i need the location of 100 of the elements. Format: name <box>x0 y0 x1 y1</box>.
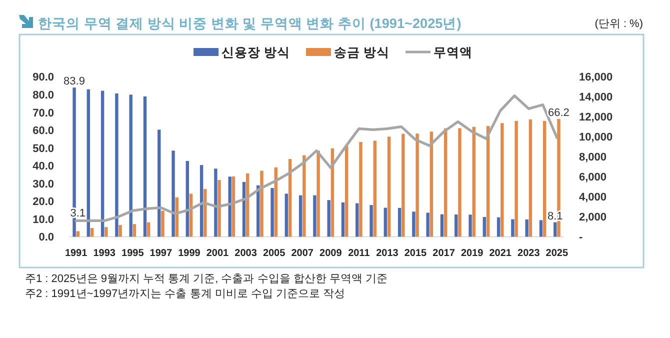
chart-title: 한국의 무역 결제 방식 비중 변화 및 무역액 변화 추이 (1991~2025년) <box>38 16 462 31</box>
bar <box>146 222 150 237</box>
y-tick-label: 60.0 <box>32 125 54 138</box>
bar <box>76 231 80 237</box>
y2-tick-label: - <box>579 232 583 244</box>
y2-tick-label: 6,000 <box>579 172 607 184</box>
bar <box>341 202 345 237</box>
bar <box>186 160 190 237</box>
bar <box>412 212 416 237</box>
bar <box>118 224 122 237</box>
bar <box>426 212 430 237</box>
bar <box>398 208 402 237</box>
x-tick-label: 2007 <box>291 248 314 259</box>
bar <box>228 176 232 237</box>
bar <box>458 128 462 237</box>
bar <box>172 150 175 237</box>
x-tick-label: 2003 <box>234 248 258 259</box>
bar <box>115 93 118 237</box>
bar <box>143 96 147 237</box>
x-tick-label: 2017 <box>432 248 456 259</box>
x-tick-label: 2011 <box>348 248 370 259</box>
legend-label: 신용장 방식 <box>222 46 290 60</box>
text: (단위 : %) <box>594 18 643 30</box>
bar <box>468 214 472 237</box>
bar <box>511 219 514 237</box>
bar <box>129 94 132 237</box>
bar <box>528 119 532 237</box>
bar <box>542 120 546 237</box>
bar <box>514 120 518 237</box>
x-tick-label: 1993 <box>93 248 116 259</box>
x-tick-label: 2009 <box>320 248 342 259</box>
bar <box>440 214 444 237</box>
y-tick-label: 0.0 <box>38 232 54 244</box>
bar <box>218 180 221 237</box>
bar <box>402 134 405 237</box>
bar <box>416 134 419 237</box>
bar <box>500 123 504 237</box>
y2-tick-label: 14,000 <box>579 92 613 104</box>
bar <box>472 126 476 237</box>
x-tick-label: 2013 <box>376 248 399 259</box>
bar <box>158 130 161 237</box>
bar <box>384 208 388 237</box>
y-tick-label: 90.0 <box>32 72 54 84</box>
bar <box>302 155 306 237</box>
bar <box>444 128 448 237</box>
bar <box>298 195 302 237</box>
bar <box>104 227 108 237</box>
y-tick-label: 50.0 <box>32 142 54 155</box>
y-tick-label: 40.0 <box>32 160 54 173</box>
y-tick-label: 80.0 <box>32 89 54 102</box>
bar <box>356 203 359 237</box>
x-tick-label: 2021 <box>489 248 512 259</box>
x-tick-label: 2025 <box>546 248 568 259</box>
x-tick-label: 2019 <box>460 248 484 259</box>
x-tick-label: 2015 <box>404 248 428 259</box>
data-label: 83.9 <box>64 76 85 88</box>
bar <box>525 219 528 237</box>
x-tick-label: 2023 <box>518 248 540 259</box>
bar <box>284 194 288 237</box>
y2-tick-label: 16,000 <box>579 72 613 84</box>
legend-label: 송금 방식 <box>334 46 390 60</box>
bar <box>430 132 434 237</box>
bar <box>260 170 264 237</box>
bar <box>373 140 376 237</box>
bar <box>313 195 316 237</box>
x-tick-label: 1995 <box>122 248 144 259</box>
text: 주2 : 1991년~1997년까지는 수출 통계 미비로 수입 기준으로 작성 <box>25 288 345 300</box>
bar <box>200 165 204 237</box>
text: 주1 : 2025년은 9월까지 누적 통계 기준, 수출과 수입을 합산한 무역액 기준 <box>25 273 388 285</box>
bar <box>86 89 90 237</box>
data-label: 66.2 <box>548 107 570 120</box>
bar <box>359 142 362 237</box>
bar <box>214 168 218 237</box>
bar <box>316 150 320 237</box>
y-tick-label: 10.0 <box>32 214 54 226</box>
bar <box>270 188 274 237</box>
y-tick-label: 30.0 <box>32 178 54 190</box>
bar <box>482 216 486 237</box>
bar <box>90 228 94 237</box>
bar <box>204 189 207 237</box>
y2-tick-label: 12,000 <box>579 112 613 124</box>
bar <box>454 214 458 237</box>
bar <box>344 146 348 237</box>
bar <box>496 217 500 237</box>
y2-tick-label: 2,000 <box>579 212 607 224</box>
x-tick-label: 1999 <box>178 248 201 259</box>
x-tick-label: 1991 <box>64 248 88 259</box>
y2-tick-label: 10,000 <box>579 132 613 144</box>
y2-tick-label: 8,000 <box>579 152 607 164</box>
bar <box>387 136 391 237</box>
bar <box>554 222 557 237</box>
bar <box>327 200 330 237</box>
legend-label: 무역액 <box>433 46 472 60</box>
x-tick-label: 2005 <box>262 248 286 259</box>
bar <box>370 205 373 237</box>
y-tick-label: 20.0 <box>32 196 54 208</box>
y-tick-label: 70.0 <box>32 107 54 120</box>
bar <box>539 220 543 237</box>
bar <box>132 224 136 237</box>
y2-tick-label: 4,000 <box>579 192 607 204</box>
